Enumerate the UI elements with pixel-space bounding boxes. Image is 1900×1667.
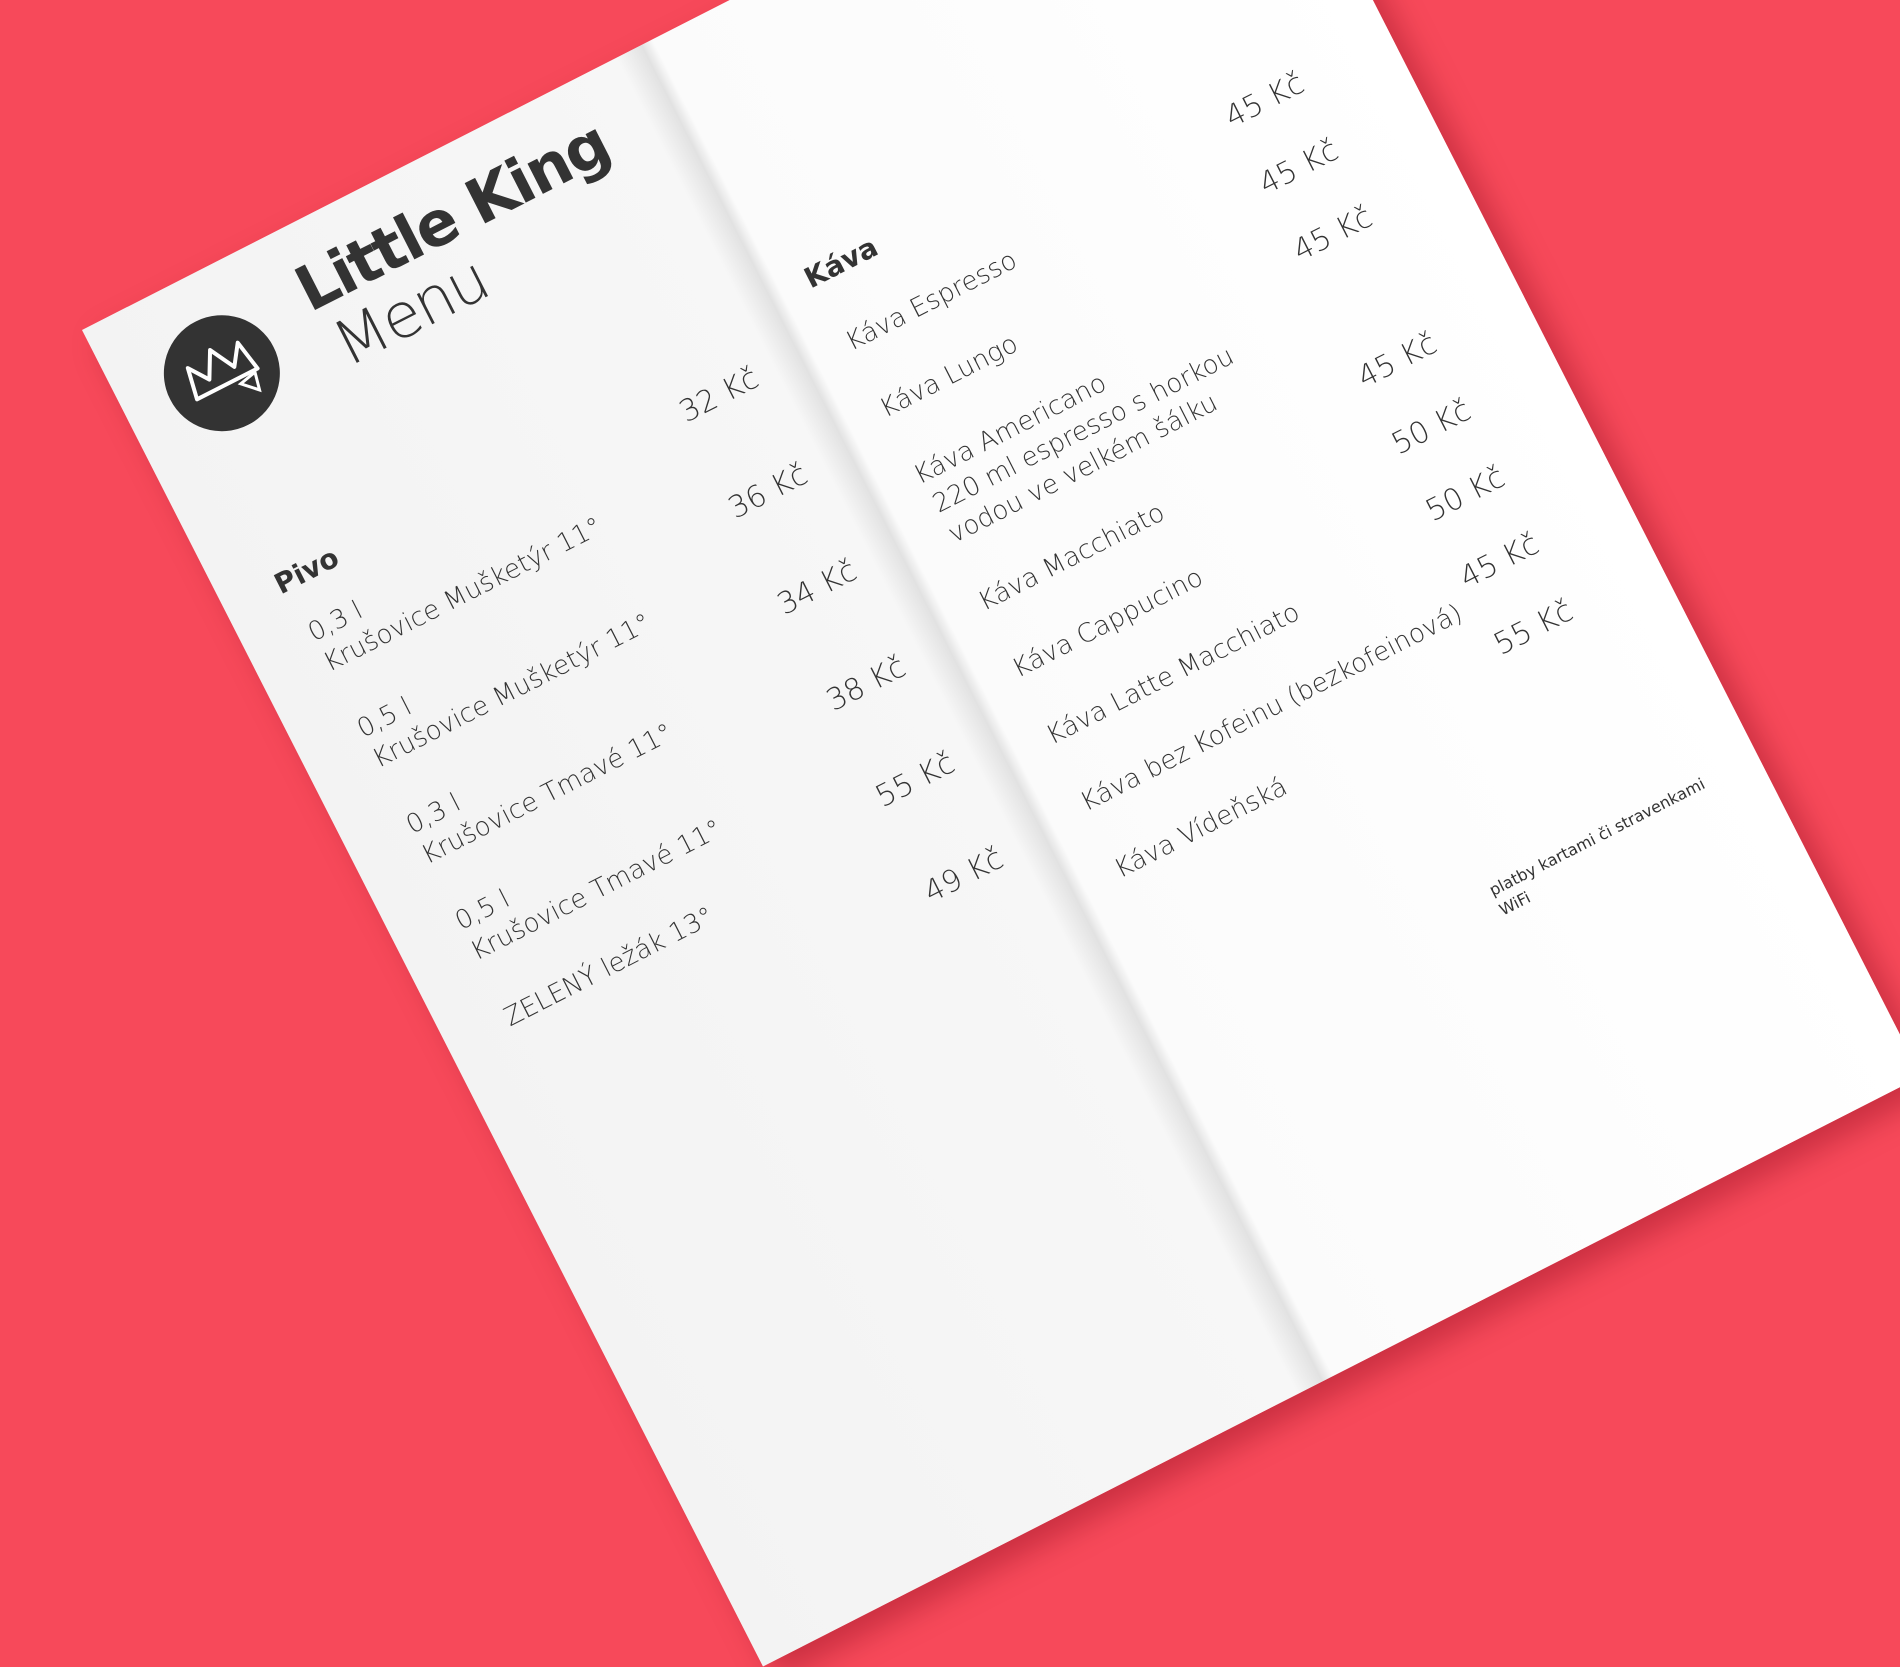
item-price: 38 Kč — [820, 649, 912, 719]
logo — [163, 315, 280, 432]
item-name: Krušovice Tmavé 11° — [465, 814, 727, 967]
item-price: 55 Kč — [869, 745, 961, 815]
menu-paper: Little King Menu Pivo 0,3 l Krušovice Mušk… — [82, 0, 1900, 1667]
section-heading: Pivo — [268, 540, 345, 601]
item-price: 45 Kč — [1253, 132, 1345, 202]
item-price: 45 Kč — [1287, 199, 1379, 269]
item-price: 45 Kč — [1352, 326, 1443, 396]
item-price: 50 Kč — [1386, 392, 1477, 463]
item-price: 34 Kč — [771, 553, 863, 623]
item-price: 50 Kč — [1420, 459, 1511, 529]
item-price: 45 Kč — [1219, 65, 1311, 136]
item-price: 32 Kč — [673, 360, 765, 430]
item-price: 49 Kč — [918, 840, 1010, 911]
page: Little King Menu Pivo 0,3 l Krušovice Mušk… — [82, 0, 1900, 1667]
item-name: Krušovice Tmavé 11° — [416, 717, 678, 871]
item-price: 36 Kč — [722, 456, 814, 527]
section-heading: Káva — [798, 230, 884, 295]
item-price: 45 Kč — [1454, 526, 1545, 596]
item-name: Káva Lungo — [874, 328, 1023, 425]
footer-note: platby kartami či stravenkami — [1486, 774, 1709, 900]
